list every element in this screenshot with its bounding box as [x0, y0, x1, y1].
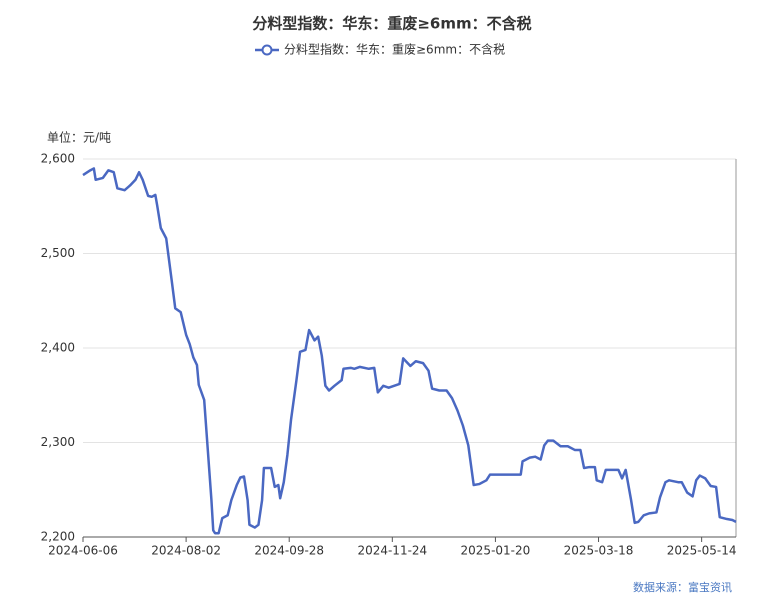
- x-tick-label: 2025-01-20: [461, 544, 531, 558]
- x-tick-label: 2024-06-06: [48, 544, 118, 558]
- line-series: [82, 167, 737, 535]
- x-tick-label: 2025-03-18: [564, 544, 634, 558]
- y-tick-label: 2,600: [41, 152, 75, 166]
- x-tick-label: 2024-11-24: [357, 544, 427, 558]
- source: 数据来源：富宝资讯: [633, 580, 732, 594]
- y-tick-label: 2,400: [41, 341, 75, 355]
- x-tick-label: 2024-08-02: [151, 544, 221, 558]
- y-tick-label: 2,300: [41, 435, 75, 449]
- y-tick-label: 2,500: [41, 246, 75, 260]
- y-tick-label: 2,200: [41, 530, 75, 544]
- legend-label: 分料型指数：华东：重废≥6mm：不含税: [284, 42, 505, 57]
- unit-label: 单位：元/吨: [47, 130, 111, 145]
- chart-title: 分料型指数：华东：重废≥6mm：不含税: [252, 15, 531, 33]
- x-tick-label: 2024-09-28: [254, 544, 324, 558]
- x-tick-label: 2025-05-14: [667, 544, 737, 558]
- legend-marker: [261, 44, 273, 56]
